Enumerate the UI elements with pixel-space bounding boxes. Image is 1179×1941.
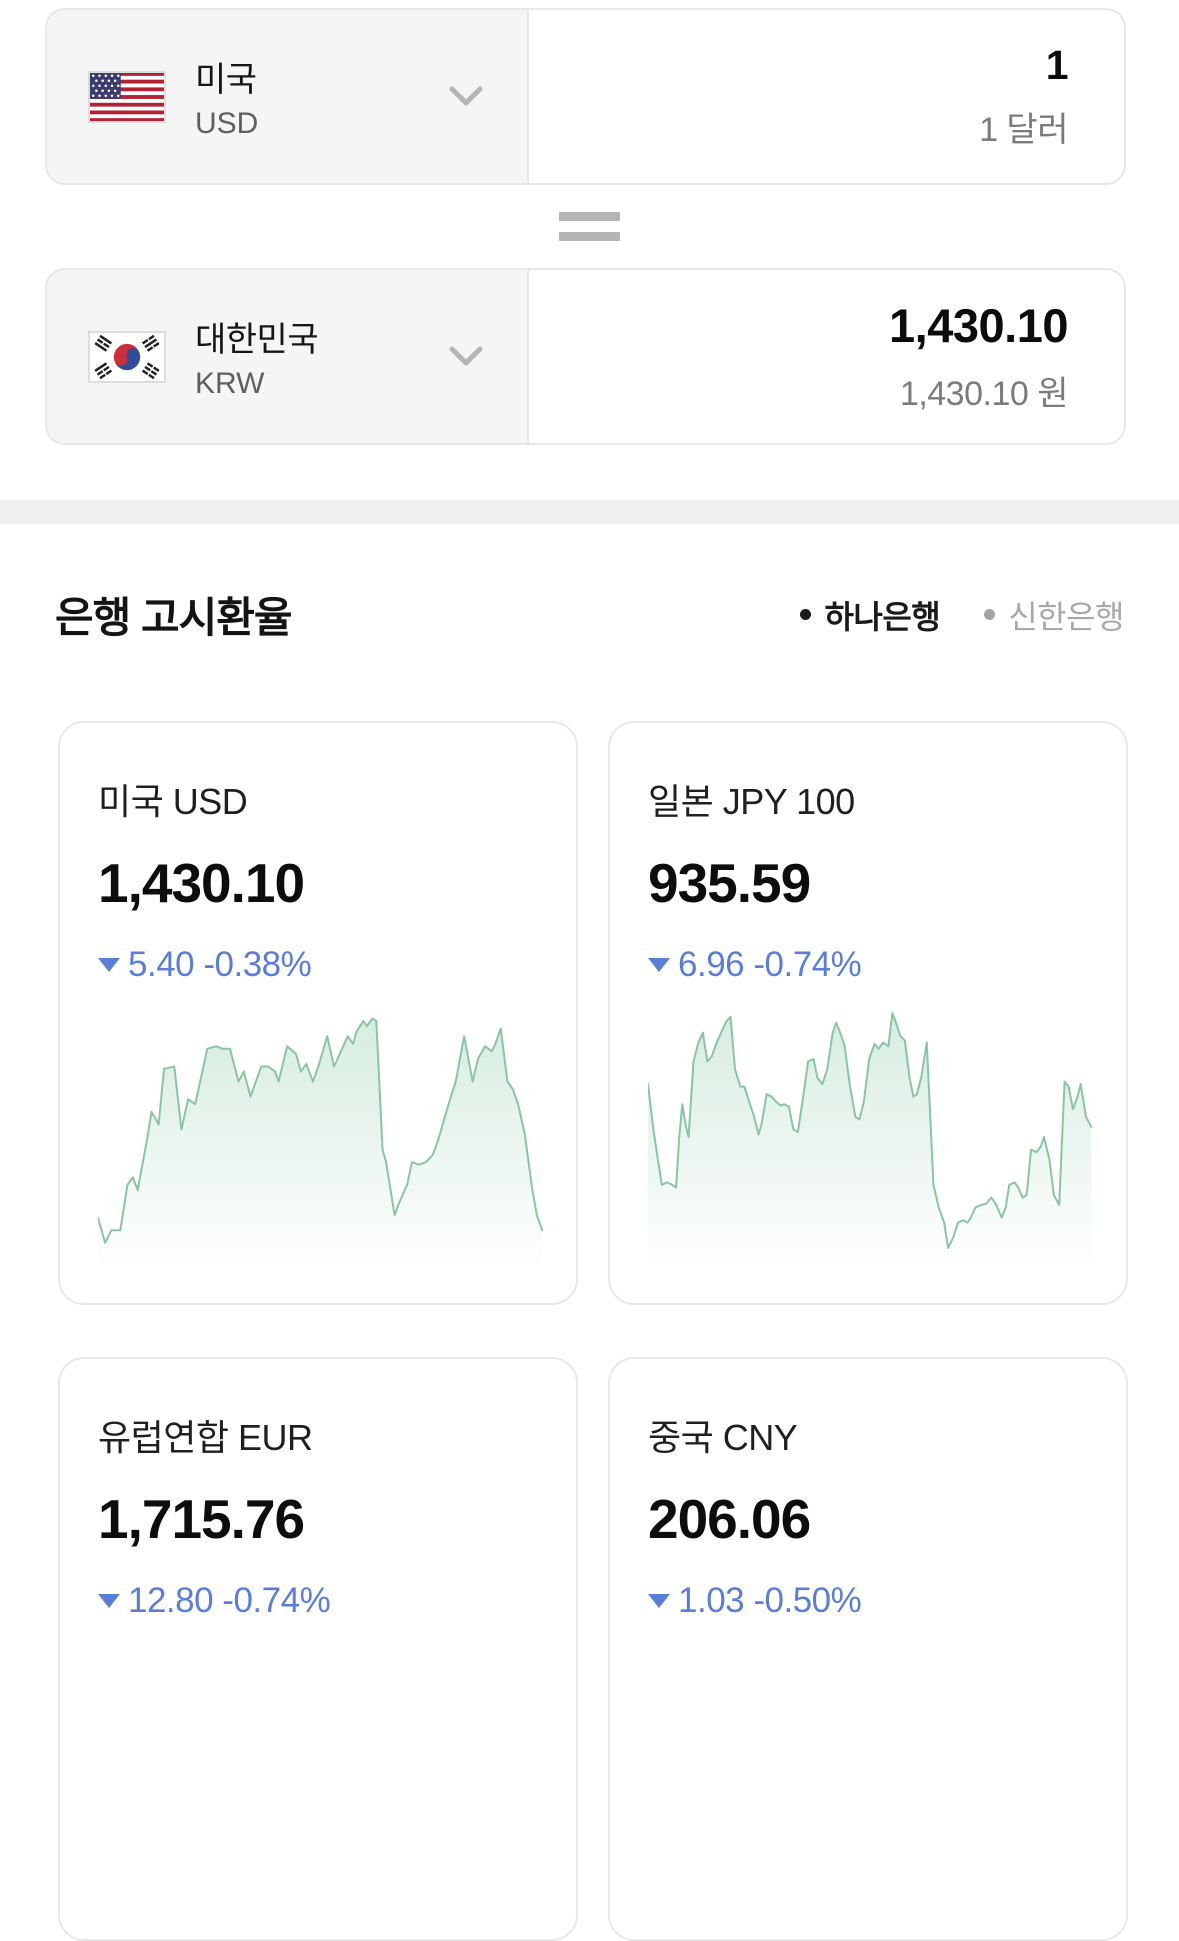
- to-currency-selector[interactable]: 대한민국 KRW: [47, 270, 529, 443]
- from-currency-code: USD: [195, 107, 259, 140]
- to-country-name: 대한민국: [195, 321, 319, 359]
- down-triangle-icon: [648, 1594, 670, 1608]
- shinhan-bank-dot-icon: [984, 609, 996, 620]
- bank-rates-section: 은행 고시환율 하나은행 신한은행 미국 USD 1,430.10 5.40 -…: [0, 584, 1179, 1941]
- rate-card-jpy[interactable]: 일본 JPY 100 935.59 6.96 -0.74%: [608, 721, 1128, 1305]
- converter-to-row: 대한민국 KRW 1,430.10 1,430.10 원: [45, 268, 1126, 445]
- rate-card-eur[interactable]: 유럽연합 EUR 1,715.76 12.80 -0.74%: [58, 1357, 578, 1941]
- rate-card-change: 5.40 -0.38%: [98, 945, 544, 985]
- to-amount-value[interactable]: 1,430.10: [889, 299, 1068, 352]
- rate-card-change-text: 6.96 -0.74%: [678, 945, 862, 984]
- shinhan-bank-label: 신한은행: [1008, 598, 1124, 635]
- down-triangle-icon: [648, 958, 670, 972]
- chevron-down-icon: [449, 346, 483, 368]
- from-currency-selector[interactable]: 미국 USD: [47, 10, 529, 183]
- rates-header: 은행 고시환율 하나은행 신한은행: [55, 584, 1124, 645]
- converter-from-row: 미국 USD 1 1 달러: [45, 8, 1126, 185]
- usd-sparkline-chart: [98, 1011, 544, 1263]
- from-amount-label: 1 달러: [979, 111, 1068, 149]
- rates-grid: 미국 USD 1,430.10 5.40 -0.38% 일본 JPY 100 9…: [58, 721, 1128, 1941]
- rate-card-usd[interactable]: 미국 USD 1,430.10 5.40 -0.38%: [58, 721, 578, 1305]
- rate-card-change-text: 12.80 -0.74%: [128, 1581, 331, 1620]
- chevron-down-icon: [449, 86, 483, 108]
- cny-sparkline-chart: [648, 1647, 1094, 1899]
- rate-card-change-text: 5.40 -0.38%: [128, 945, 312, 984]
- rate-card-value: 935.59: [648, 852, 811, 914]
- from-amount-value[interactable]: 1: [1045, 42, 1069, 88]
- jpy-sparkline-chart: [648, 1011, 1094, 1263]
- kr-flag-icon: [88, 330, 166, 383]
- to-amount-field[interactable]: 1,430.10 1,430.10 원: [529, 270, 1124, 443]
- section-divider: [0, 500, 1179, 524]
- rate-card-title: 미국 USD: [98, 781, 248, 822]
- rate-card-change: 1.03 -0.50%: [648, 1581, 1094, 1621]
- to-currency-code: KRW: [195, 367, 265, 400]
- tab-hana-bank[interactable]: 하나은행: [800, 592, 941, 638]
- from-country-name: 미국: [195, 61, 257, 99]
- rate-card-value: 1,715.76: [98, 1488, 305, 1550]
- down-triangle-icon: [98, 1594, 120, 1608]
- currency-converter: 미국 USD 1 1 달러: [0, 0, 1179, 445]
- rate-card-change-text: 1.03 -0.50%: [678, 1581, 862, 1620]
- down-triangle-icon: [98, 958, 120, 972]
- hana-bank-label: 하나은행: [824, 598, 941, 635]
- from-currency-labels: 미국 USD: [195, 52, 258, 141]
- hana-bank-dot-icon: [800, 609, 812, 620]
- to-currency-labels: 대한민국 KRW: [195, 312, 319, 401]
- section-title: 은행 고시환율: [55, 594, 293, 641]
- equals-icon: [0, 185, 1179, 268]
- us-flag-icon: [88, 70, 166, 123]
- to-amount-label: 1,430.10 원: [899, 375, 1069, 413]
- rate-card-title: 일본 JPY 100: [648, 781, 855, 822]
- rate-card-cny[interactable]: 중국 CNY 206.06 1.03 -0.50%: [608, 1357, 1128, 1941]
- rate-card-title: 유럽연합 EUR: [98, 1417, 313, 1458]
- rate-card-change: 12.80 -0.74%: [98, 1581, 544, 1621]
- rate-card-title: 중국 CNY: [648, 1417, 798, 1458]
- from-amount-field[interactable]: 1 1 달러: [529, 10, 1124, 183]
- eur-sparkline-chart: [98, 1647, 544, 1899]
- rate-card-value: 206.06: [648, 1488, 811, 1550]
- tab-shinhan-bank[interactable]: 신한은행: [984, 592, 1124, 638]
- rate-card-change: 6.96 -0.74%: [648, 945, 1094, 985]
- rate-card-value: 1,430.10: [98, 852, 305, 914]
- bank-legend: 하나은행 신한은행: [800, 592, 1124, 638]
